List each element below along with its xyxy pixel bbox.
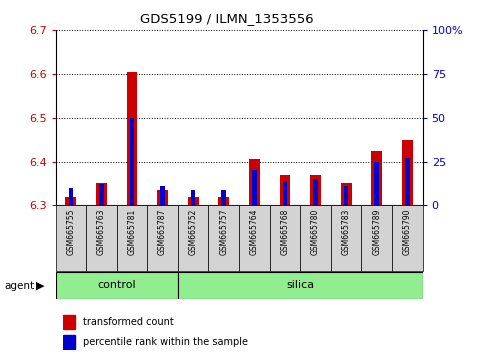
Text: GSM665768: GSM665768: [281, 209, 289, 255]
Bar: [63, 335, 75, 348]
Text: GSM665781: GSM665781: [128, 209, 137, 255]
Text: control: control: [98, 280, 136, 290]
Text: GSM665790: GSM665790: [403, 209, 412, 255]
Bar: [341, 183, 352, 205]
Text: GSM665789: GSM665789: [372, 209, 381, 255]
Text: ▶: ▶: [36, 281, 45, 291]
Bar: [188, 196, 199, 205]
Text: transformed count: transformed count: [83, 317, 173, 327]
Bar: [222, 189, 226, 205]
Text: GSM665755: GSM665755: [66, 209, 75, 255]
Text: GSM665763: GSM665763: [97, 209, 106, 255]
Bar: [157, 190, 168, 205]
FancyBboxPatch shape: [270, 205, 300, 271]
Bar: [371, 150, 382, 205]
Bar: [252, 170, 256, 205]
Bar: [313, 179, 318, 205]
Text: GSM665757: GSM665757: [219, 209, 228, 255]
Bar: [283, 181, 287, 205]
Bar: [63, 315, 75, 329]
Bar: [218, 196, 229, 205]
FancyBboxPatch shape: [56, 205, 86, 271]
Bar: [402, 139, 412, 205]
Bar: [280, 175, 290, 205]
FancyBboxPatch shape: [300, 205, 331, 271]
FancyBboxPatch shape: [331, 205, 361, 271]
FancyBboxPatch shape: [117, 205, 147, 271]
FancyBboxPatch shape: [178, 205, 209, 271]
Bar: [96, 183, 107, 205]
Bar: [405, 158, 410, 205]
Text: GSM665764: GSM665764: [250, 209, 259, 255]
Bar: [191, 189, 196, 205]
Text: silica: silica: [286, 280, 314, 290]
FancyBboxPatch shape: [209, 205, 239, 271]
Text: percentile rank within the sample: percentile rank within the sample: [83, 337, 248, 347]
Text: GSM665780: GSM665780: [311, 209, 320, 255]
Text: GSM665787: GSM665787: [158, 209, 167, 255]
Text: GSM665783: GSM665783: [341, 209, 351, 255]
FancyBboxPatch shape: [239, 205, 270, 271]
FancyBboxPatch shape: [392, 205, 423, 271]
Text: GSM665752: GSM665752: [189, 209, 198, 255]
FancyBboxPatch shape: [56, 272, 178, 299]
Bar: [160, 186, 165, 205]
FancyBboxPatch shape: [147, 205, 178, 271]
Bar: [99, 184, 104, 205]
Bar: [69, 188, 73, 205]
Bar: [249, 159, 260, 205]
Bar: [127, 72, 137, 205]
Bar: [310, 175, 321, 205]
Bar: [344, 186, 348, 205]
FancyBboxPatch shape: [361, 205, 392, 271]
FancyBboxPatch shape: [86, 205, 117, 271]
FancyBboxPatch shape: [178, 272, 423, 299]
Bar: [130, 118, 134, 205]
Text: agent: agent: [5, 281, 35, 291]
Bar: [374, 161, 379, 205]
Bar: [66, 196, 76, 205]
Text: GDS5199 / ILMN_1353556: GDS5199 / ILMN_1353556: [140, 12, 314, 25]
